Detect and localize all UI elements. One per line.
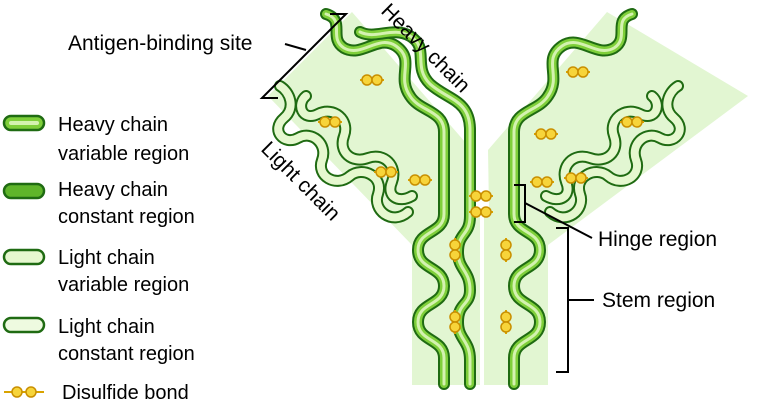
antigen-binding-bracket xyxy=(259,13,349,99)
hinge-pointer xyxy=(524,202,593,239)
legend-item: Light chain constant region xyxy=(2,316,195,365)
legend-item: Disulfide bond xyxy=(4,382,189,404)
left-arm-band xyxy=(268,12,472,270)
legend-label-line2: variable region xyxy=(58,143,189,165)
legend-label-line1: Heavy chain xyxy=(58,114,168,136)
legend: Heavy chain variable region Heavy chain … xyxy=(2,114,195,404)
legend-label-line2: constant region xyxy=(58,343,195,365)
legend-label-line2: constant region xyxy=(58,206,195,228)
legend-label-line1: Disulfide bond xyxy=(62,382,189,404)
legend-label-line1: Light chain xyxy=(58,247,155,269)
legend-item: Heavy chain variable region xyxy=(2,114,189,165)
light-variable-swatch xyxy=(2,248,46,266)
legend-item: Light chain variable region xyxy=(2,247,189,296)
right-heavy-chain xyxy=(508,8,638,390)
legend-item: Heavy chain constant region xyxy=(2,179,195,228)
legend-label-line1: Heavy chain xyxy=(58,179,168,201)
antigen-binding-site-label: Antigen-binding site xyxy=(68,32,252,55)
antigen-binding-pointer xyxy=(284,43,307,51)
legend-label-line2: variable region xyxy=(58,274,189,296)
left-heavy-chain xyxy=(320,8,450,390)
heavy-constant-swatch xyxy=(2,182,46,200)
disulfide-bond-icon xyxy=(4,386,44,398)
right-light-chain xyxy=(540,80,686,224)
stem-region-label: Stem region xyxy=(602,289,715,312)
legend-label-line1: Light chain xyxy=(58,316,155,338)
left-light-chain xyxy=(272,80,418,224)
stem-bracket xyxy=(556,227,569,373)
hinge-region-label: Hinge region xyxy=(598,228,717,251)
light-constant-swatch xyxy=(2,316,46,334)
